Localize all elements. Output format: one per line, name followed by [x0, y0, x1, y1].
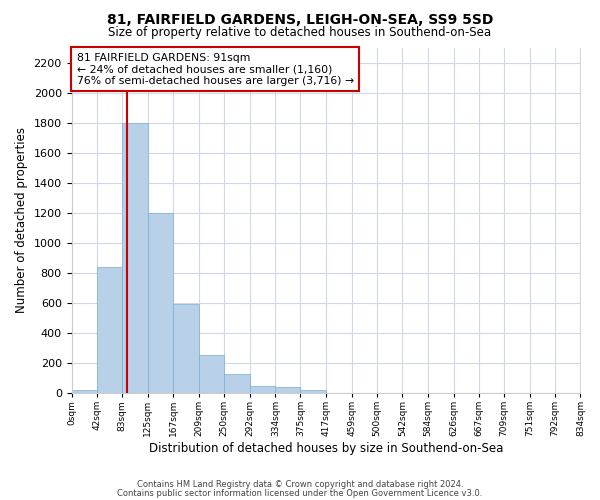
- Bar: [71, 390, 97, 393]
- Text: Contains public sector information licensed under the Open Government Licence v3: Contains public sector information licen…: [118, 488, 482, 498]
- Bar: [199, 355, 224, 393]
- Bar: [148, 213, 173, 393]
- Bar: [97, 267, 122, 393]
- Y-axis label: Number of detached properties: Number of detached properties: [15, 128, 28, 314]
- Bar: [122, 122, 148, 393]
- Text: 81 FAIRFIELD GARDENS: 91sqm
← 24% of detached houses are smaller (1,160)
76% of : 81 FAIRFIELD GARDENS: 91sqm ← 24% of det…: [77, 52, 354, 86]
- Bar: [301, 390, 326, 393]
- X-axis label: Distribution of detached houses by size in Southend-on-Sea: Distribution of detached houses by size …: [149, 442, 503, 455]
- Text: 81, FAIRFIELD GARDENS, LEIGH-ON-SEA, SS9 5SD: 81, FAIRFIELD GARDENS, LEIGH-ON-SEA, SS9…: [107, 12, 493, 26]
- Bar: [173, 304, 199, 393]
- Bar: [250, 386, 275, 393]
- Bar: [224, 374, 250, 393]
- Text: Size of property relative to detached houses in Southend-on-Sea: Size of property relative to detached ho…: [109, 26, 491, 39]
- Text: Contains HM Land Registry data © Crown copyright and database right 2024.: Contains HM Land Registry data © Crown c…: [137, 480, 463, 489]
- Bar: [275, 387, 301, 393]
